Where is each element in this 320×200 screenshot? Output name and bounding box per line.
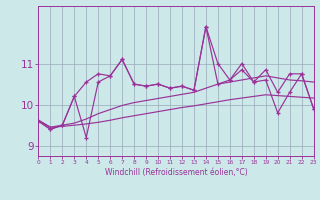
X-axis label: Windchill (Refroidissement éolien,°C): Windchill (Refroidissement éolien,°C) xyxy=(105,168,247,177)
